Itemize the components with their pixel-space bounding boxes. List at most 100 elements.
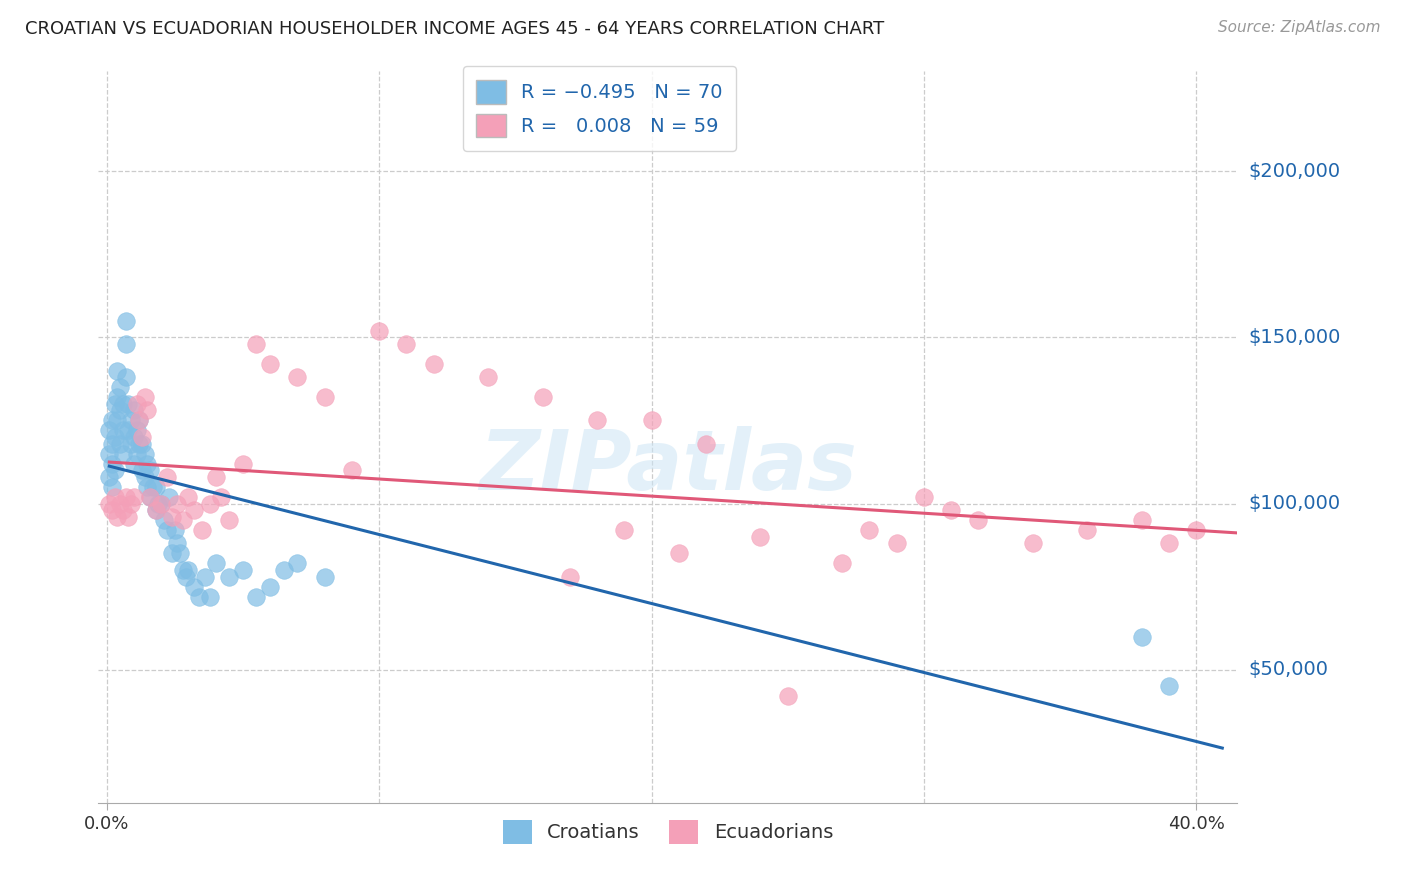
Point: [204, 470, 226, 484]
Point: [477, 370, 499, 384]
Text: $150,000: $150,000: [1249, 328, 1341, 347]
Point: [134, 447, 156, 461]
Text: Source: ZipAtlas.com: Source: ZipAtlas.com: [1218, 20, 1381, 35]
Point: [967, 513, 990, 527]
Point: [218, 570, 240, 584]
Point: [172, 563, 194, 577]
Point: [131, 436, 153, 450]
Point: [111, 424, 134, 438]
Point: [163, 523, 186, 537]
Text: $200,000: $200,000: [1249, 161, 1340, 180]
Point: [104, 430, 127, 444]
Point: [117, 397, 139, 411]
Point: [912, 490, 935, 504]
Text: $100,000: $100,000: [1249, 494, 1340, 513]
Point: [285, 557, 308, 571]
Point: [1159, 680, 1181, 694]
Point: [131, 430, 153, 444]
Point: [110, 436, 132, 450]
Point: [139, 463, 162, 477]
Point: [177, 563, 200, 577]
Point: [259, 357, 281, 371]
Point: [160, 546, 183, 560]
Point: [98, 497, 121, 511]
Point: [114, 314, 136, 328]
Point: [136, 457, 159, 471]
Point: [125, 424, 148, 438]
Point: [340, 463, 363, 477]
Point: [145, 503, 167, 517]
Point: [136, 403, 159, 417]
Point: [273, 563, 295, 577]
Point: [314, 570, 336, 584]
Point: [142, 480, 165, 494]
Point: [314, 390, 336, 404]
Point: [148, 497, 170, 511]
Point: [640, 413, 662, 427]
Point: [160, 509, 183, 524]
Point: [166, 497, 188, 511]
Point: [114, 490, 136, 504]
Point: [858, 523, 880, 537]
Point: [145, 480, 167, 494]
Point: [198, 497, 221, 511]
Point: [139, 490, 162, 504]
Point: [586, 413, 609, 427]
Point: [114, 370, 136, 384]
Point: [153, 513, 176, 527]
Point: [122, 403, 145, 417]
Point: [120, 413, 142, 427]
Point: [174, 570, 197, 584]
Point: [395, 337, 418, 351]
Point: [110, 380, 132, 394]
Point: [125, 447, 148, 461]
Text: $50,000: $50,000: [1249, 660, 1329, 680]
Point: [111, 503, 134, 517]
Point: [157, 490, 180, 504]
Point: [531, 390, 554, 404]
Point: [1130, 513, 1153, 527]
Point: [117, 509, 139, 524]
Point: [172, 513, 194, 527]
Point: [831, 557, 853, 571]
Point: [1185, 523, 1208, 537]
Point: [139, 490, 162, 504]
Point: [122, 490, 145, 504]
Point: [232, 563, 254, 577]
Legend: Croatians, Ecuadorians: Croatians, Ecuadorians: [495, 813, 841, 852]
Point: [191, 523, 214, 537]
Point: [232, 457, 254, 471]
Point: [98, 424, 121, 438]
Point: [101, 503, 124, 517]
Point: [209, 490, 232, 504]
Point: [422, 357, 444, 371]
Point: [98, 470, 121, 484]
Point: [101, 480, 124, 494]
Point: [285, 370, 308, 384]
Point: [1076, 523, 1098, 537]
Point: [1022, 536, 1045, 550]
Point: [110, 497, 132, 511]
Point: [198, 590, 221, 604]
Point: [104, 490, 127, 504]
Point: [128, 413, 150, 427]
Point: [131, 463, 153, 477]
Point: [111, 397, 134, 411]
Point: [1159, 536, 1181, 550]
Point: [1130, 630, 1153, 644]
Point: [183, 580, 205, 594]
Point: [183, 503, 205, 517]
Point: [104, 463, 127, 477]
Text: CROATIAN VS ECUADORIAN HOUSEHOLDER INCOME AGES 45 - 64 YEARS CORRELATION CHART: CROATIAN VS ECUADORIAN HOUSEHOLDER INCOM…: [25, 20, 884, 37]
Point: [776, 690, 799, 704]
Point: [169, 546, 191, 560]
Point: [941, 503, 963, 517]
Point: [107, 509, 129, 524]
Point: [204, 557, 226, 571]
Point: [194, 570, 217, 584]
Point: [101, 457, 124, 471]
Point: [120, 436, 142, 450]
Point: [128, 413, 150, 427]
Point: [107, 390, 129, 404]
Point: [668, 546, 690, 560]
